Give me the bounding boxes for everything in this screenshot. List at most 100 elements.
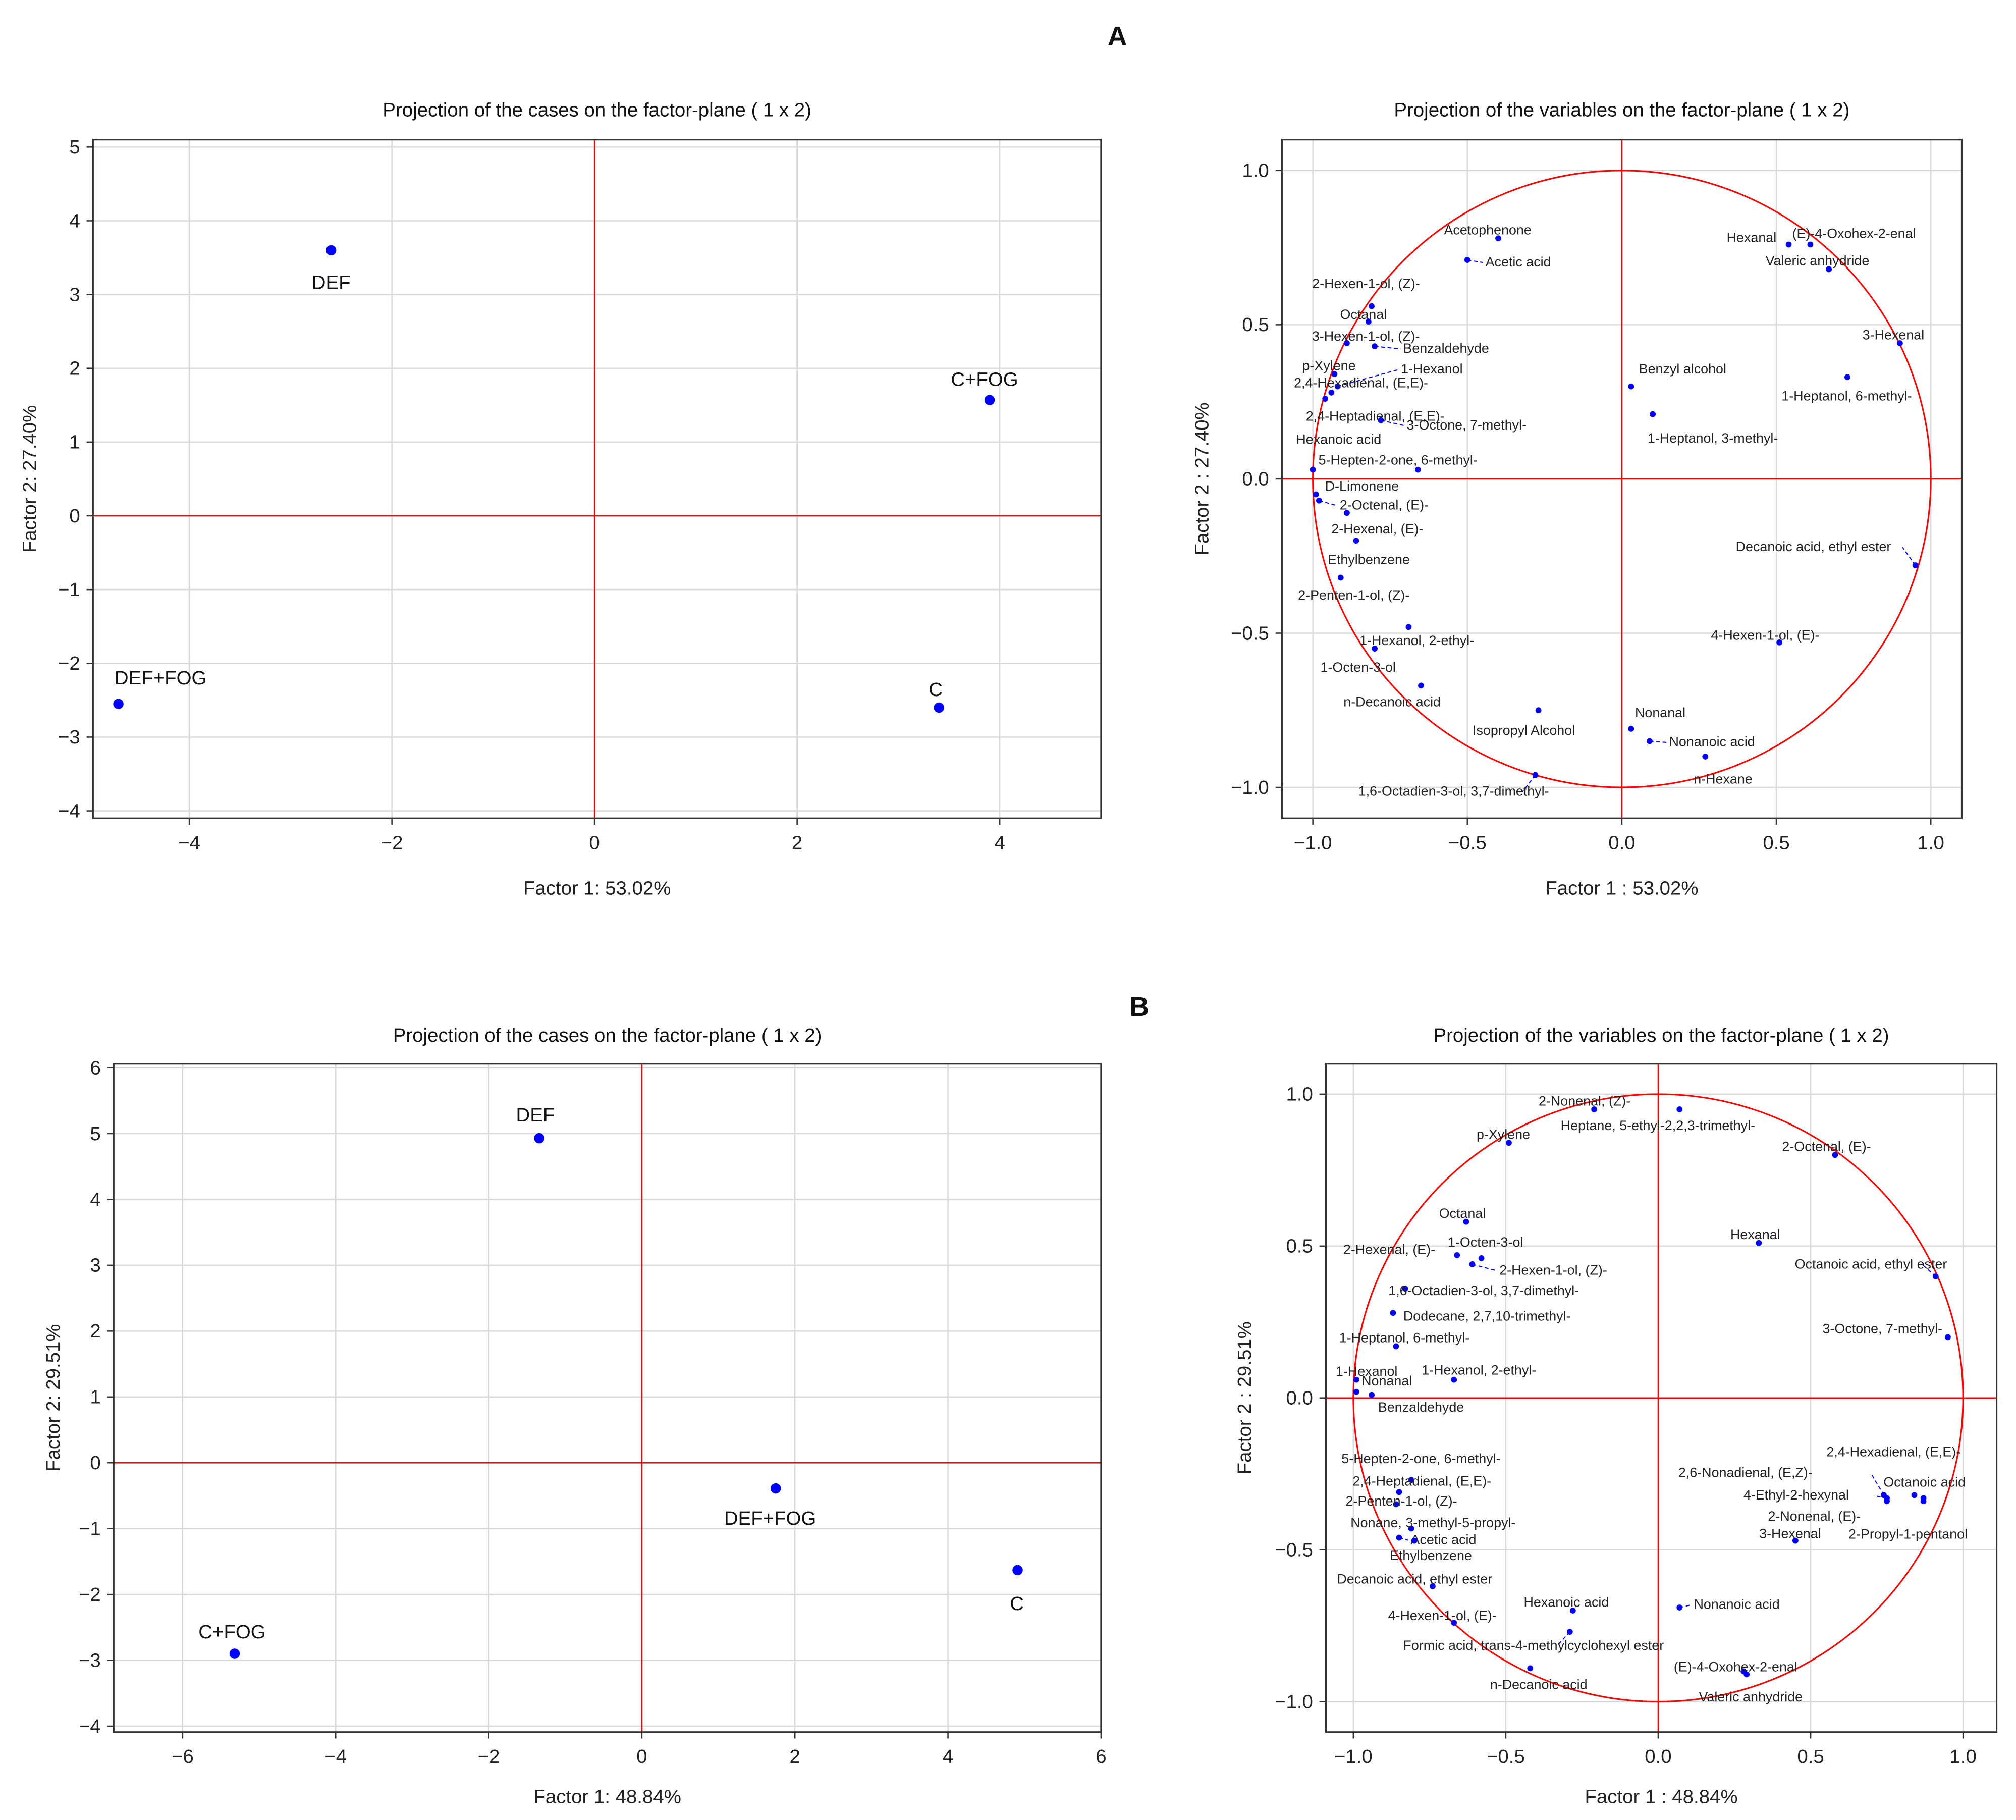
label-connector: [1337, 369, 1399, 387]
variable-label: 2,4-Heptadienal, (E,E)-: [1306, 409, 1445, 424]
x-tick-label: −2: [478, 1746, 500, 1768]
variable-label: Benzyl alcohol: [1639, 361, 1726, 377]
y-axis-label: Factor 2: 27.40%: [19, 405, 41, 553]
variable-label: Nonane, 3-methyl-5-propyl-: [1350, 1515, 1515, 1530]
plot-frame: [92, 139, 1102, 819]
variable-label: 1,6-Octadien-3-ol, 3,7-dimethyl-: [1388, 1283, 1579, 1298]
x-tick-label: 4: [943, 1746, 953, 1768]
variable-point: [1408, 1477, 1414, 1483]
variable-point: [1393, 1501, 1399, 1508]
x-tick-label: −4: [178, 832, 200, 854]
chart-B-variables: Projection of the variables on the facto…: [1234, 1025, 1998, 1808]
variable-label: 2-Propyl-1-pentanol: [1848, 1527, 1968, 1542]
variable-point: [1418, 682, 1424, 689]
x-axis-label: Factor 1: 53.02%: [523, 877, 671, 899]
unit-circle: [1312, 170, 1932, 788]
y-tick-label: 0.5: [1242, 314, 1269, 336]
variable-point: [1328, 389, 1335, 396]
variable-point: [1776, 639, 1783, 646]
variable-label: p-Xylene: [1477, 1127, 1530, 1142]
variable-label: Ethylbenzene: [1390, 1548, 1472, 1563]
variable-label: Octanal: [1439, 1206, 1486, 1221]
variable-point: [1313, 491, 1319, 498]
x-tick-label: 1.0: [1949, 1746, 1976, 1768]
variable-point: [1372, 343, 1378, 350]
case-label: DEF: [312, 272, 351, 294]
variable-label: Octanal: [1340, 307, 1387, 322]
variable-point: [1372, 646, 1378, 652]
x-tick-label: −6: [172, 1746, 194, 1768]
y-tick-label: 1.0: [1242, 160, 1269, 182]
x-tick-label: 0: [589, 832, 600, 854]
variable-label: 1-Heptanol, 6-methyl-: [1781, 388, 1912, 403]
x-tick-label: 0: [636, 1746, 647, 1768]
variable-label: 1-Heptanol, 3-methyl-: [1648, 431, 1778, 446]
variable-label: Decanoic acid, ethyl ester: [1337, 1572, 1492, 1587]
case-label: C+FOG: [198, 1621, 265, 1643]
variable-point: [1337, 574, 1344, 581]
label-connector: [1556, 1631, 1570, 1646]
case-point: [984, 395, 995, 405]
label-connector: [1679, 1604, 1692, 1608]
variable-label: 2-Octenal, (E)-: [1782, 1139, 1871, 1154]
chart-A-cases: Projection of the cases on the factor-pl…: [19, 99, 1102, 899]
variable-label: 2-Hexen-1-ol, (Z)-: [1312, 276, 1420, 291]
y-tick-label: 0: [69, 505, 80, 527]
variable-label: 1-Hexanol, 2-ethyl-: [1359, 633, 1474, 648]
x-tick-label: 0.5: [1763, 832, 1789, 854]
x-tick-label: 6: [1096, 1746, 1106, 1768]
variable-label: 2,4-Hexadienal, (E,E)-: [1826, 1444, 1960, 1459]
chart-title: Projection of the variables on the facto…: [1394, 99, 1849, 121]
y-tick-label: −1: [58, 579, 80, 601]
variable-point: [1832, 1152, 1838, 1158]
variable-point: [1408, 1525, 1414, 1532]
variable-point: [1369, 1391, 1375, 1398]
variable-point: [1369, 303, 1375, 309]
chart-title: Projection of the cases on the factor-pl…: [393, 1025, 822, 1046]
y-tick-label: 4: [69, 210, 80, 232]
chart-title: Projection of the variables on the facto…: [1434, 1025, 1889, 1046]
label-connector: [1922, 1264, 1936, 1277]
variable-label: 1-Heptanol, 6-methyl-: [1339, 1330, 1469, 1346]
x-tick-label: 0.0: [1608, 832, 1635, 854]
variable-point: [1451, 1376, 1457, 1383]
variable-label: Hexanal: [1727, 230, 1777, 245]
x-tick-label: 2: [792, 832, 802, 854]
variable-point: [1464, 257, 1470, 263]
case-label: DEF: [516, 1104, 555, 1126]
y-axis-label: Factor 2: 29.51%: [42, 1324, 64, 1471]
variable-label: n-Hexane: [1694, 772, 1753, 787]
variable-label: 2-Hexen-1-ol, (Z)-: [1499, 1262, 1607, 1277]
variable-point: [1469, 1261, 1476, 1267]
variable-label: 2-Penten-1-ol, (Z)-: [1346, 1493, 1457, 1509]
variable-point: [1396, 1489, 1402, 1495]
y-tick-label: 4: [90, 1189, 100, 1210]
variable-point: [1344, 510, 1350, 516]
variable-point: [1676, 1604, 1683, 1611]
chart-B-cases: Projection of the cases on the factor-pl…: [42, 1025, 1107, 1807]
y-tick-label: −0.5: [1275, 1539, 1313, 1561]
x-tick-label: −1.0: [1334, 1746, 1373, 1768]
y-tick-label: 0.0: [1242, 468, 1269, 490]
x-axis-label: Factor 1 : 53.02%: [1545, 877, 1698, 899]
variable-label: 1-Hexanol: [1336, 1364, 1398, 1379]
variable-label: Benzaldehyde: [1378, 1400, 1464, 1415]
variable-label: 2,6-Nonadienal, (E,Z)-: [1678, 1465, 1813, 1480]
case-point: [534, 1133, 544, 1144]
variable-label: 2-Nonenal, (Z)-: [1539, 1093, 1630, 1108]
variable-point: [1454, 1252, 1460, 1258]
variable-label: 1-Octen-3-ol: [1321, 660, 1396, 675]
y-tick-label: −3: [58, 726, 80, 748]
x-tick-label: 4: [994, 832, 1005, 854]
label-connector: [1374, 346, 1401, 350]
variable-point: [1322, 396, 1329, 402]
variable-point: [1535, 707, 1542, 714]
label-connector: [1319, 500, 1338, 506]
y-tick-label: −1: [79, 1518, 101, 1539]
variable-label: 2-Hexenal, (E)-: [1331, 521, 1423, 537]
variable-label: Ethylbenzene: [1328, 552, 1410, 567]
variable-label: 4-Hexen-1-ol, (E)-: [1388, 1608, 1497, 1623]
variable-point: [1390, 1310, 1396, 1316]
variable-point: [1451, 1620, 1457, 1626]
